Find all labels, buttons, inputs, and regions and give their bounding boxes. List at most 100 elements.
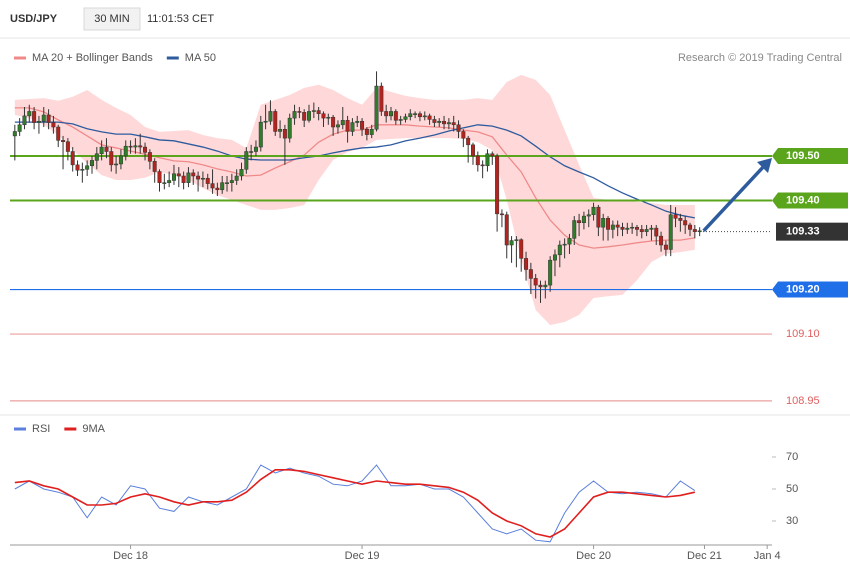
- candle-body: [692, 229, 697, 232]
- candle-body: [282, 128, 287, 139]
- candle-body: [490, 153, 495, 157]
- candle-body: [668, 214, 673, 250]
- x-tick-label: Dec 21: [687, 550, 722, 562]
- candle-body: [75, 164, 80, 171]
- forecast-arrow-head: [757, 157, 772, 173]
- candle-body: [417, 113, 422, 118]
- candle-body: [644, 229, 649, 232]
- candle-body: [200, 177, 205, 180]
- candle-body: [697, 230, 702, 233]
- candle-body: [606, 218, 611, 230]
- candle-body: [118, 155, 123, 165]
- candle-body: [596, 206, 601, 228]
- candle-body: [90, 160, 94, 167]
- level-label: 109.10: [786, 328, 820, 340]
- y-tick-label: 30: [786, 515, 798, 527]
- candle-body: [634, 226, 639, 230]
- candle-body: [268, 111, 273, 122]
- level-label-box: [772, 147, 848, 164]
- forecast-arrow: [702, 162, 768, 232]
- candle-body: [393, 111, 398, 121]
- candle-body: [355, 120, 360, 123]
- candle-body: [302, 112, 307, 121]
- candle-body: [504, 214, 509, 246]
- candle-body: [543, 284, 548, 288]
- candle-body: [442, 120, 447, 125]
- candle-body: [533, 278, 538, 286]
- candle-body: [99, 146, 104, 154]
- candle-body: [659, 235, 664, 246]
- candle-body: [263, 120, 268, 123]
- level-label: 109.40: [786, 194, 820, 206]
- candle-body: [114, 163, 119, 166]
- candle-body: [427, 115, 432, 120]
- candle-body: [12, 131, 17, 137]
- candle-body: [524, 258, 529, 270]
- candle-body: [610, 224, 615, 230]
- candle-body: [408, 113, 413, 118]
- candle-body: [639, 229, 644, 232]
- candle-body: [567, 238, 572, 245]
- candle-body: [152, 161, 157, 172]
- candle-body: [17, 124, 22, 132]
- candle-body: [591, 206, 596, 215]
- candle-body: [519, 239, 524, 259]
- candle-body: [220, 182, 225, 191]
- candle-body: [577, 220, 582, 224]
- candle-body: [162, 182, 167, 184]
- candle-body: [229, 180, 234, 183]
- ma-line: [14, 107, 695, 249]
- candle-body: [32, 111, 37, 123]
- candle-body: [94, 153, 99, 161]
- candle-body: [495, 155, 500, 215]
- candle-body: [552, 254, 557, 261]
- candle-body: [205, 177, 210, 184]
- candle-body: [340, 120, 345, 126]
- time: 11:01:53 CET: [147, 13, 214, 25]
- candle-body: [528, 269, 533, 279]
- candle-body: [278, 128, 283, 132]
- interval: 30 MIN: [94, 13, 130, 25]
- candle-body: [143, 146, 148, 153]
- legend-label: 9MA: [82, 423, 105, 435]
- candle-body: [65, 141, 70, 152]
- candle-body: [292, 111, 297, 119]
- candle-body: [335, 124, 340, 128]
- candle-body: [326, 116, 331, 119]
- candle-body: [688, 224, 692, 230]
- candle-body: [70, 151, 75, 166]
- candle-body: [403, 116, 408, 120]
- candle-body: [379, 85, 384, 112]
- x-tick-label: Dec 19: [345, 550, 380, 562]
- candle-body: [514, 239, 519, 241]
- candle-body: [215, 187, 220, 191]
- candle-body: [128, 145, 133, 148]
- candle-body: [663, 244, 668, 250]
- candle-body: [451, 122, 456, 126]
- candle-body: [562, 243, 567, 246]
- candle-body: [273, 111, 278, 132]
- candle-body: [480, 164, 485, 167]
- legend-label: MA 20 + Bollinger Bands: [32, 52, 153, 64]
- candle-body: [85, 165, 90, 170]
- candle-body: [678, 218, 683, 221]
- candle-body: [654, 227, 659, 237]
- candle-body: [36, 120, 41, 123]
- candle-body: [46, 114, 51, 123]
- candle-body: [456, 124, 461, 132]
- candle-body: [56, 126, 61, 141]
- candle-body: [27, 111, 32, 117]
- candle-body: [615, 224, 620, 228]
- candle-body: [181, 175, 186, 183]
- candle-body: [138, 145, 143, 148]
- candle-body: [123, 145, 128, 157]
- candle-body: [586, 214, 591, 217]
- candle-body: [389, 111, 393, 117]
- candle-body: [509, 240, 514, 246]
- candle-body: [625, 227, 630, 230]
- candle-body: [167, 180, 172, 183]
- candle-body: [630, 226, 635, 229]
- candle-body: [364, 128, 369, 135]
- candle-body: [471, 144, 475, 157]
